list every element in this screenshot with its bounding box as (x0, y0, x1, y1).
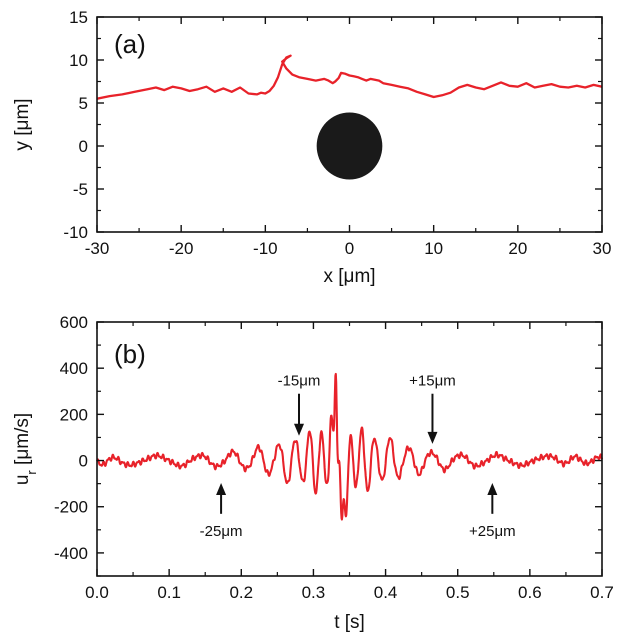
x-tick-label: 0.6 (518, 583, 542, 602)
trajectory-line (97, 54, 602, 100)
annotation-arrow (487, 483, 498, 514)
annotation-label: +25μm (469, 523, 516, 540)
y-axis-title-main: u (12, 475, 33, 486)
arrow-head (294, 423, 304, 436)
x-tick-label: -20 (169, 239, 194, 258)
y-tick-label: 15 (69, 8, 88, 27)
x-tick-label: -10 (253, 239, 278, 258)
y-tick-label: 400 (60, 359, 88, 378)
y-tick-label: -10 (63, 223, 88, 242)
annotation-arrow (294, 393, 304, 436)
panel-b: 0.0 0.1 0.2 0.3 0.4 0.5 0.6 0.7 -400 -200 0 200 400 6… (12, 313, 614, 633)
x-axis-title: t [s] (334, 612, 365, 633)
x-tick-label: 10 (424, 239, 443, 258)
x-tick-label: 0.1 (157, 583, 181, 602)
x-tick-label: 0.7 (590, 583, 614, 602)
y-axis-title: y [μm] (12, 98, 33, 150)
x-tick-label: 0.4 (374, 583, 398, 602)
annotation-arrow (216, 483, 227, 514)
y-tick-label: -5 (73, 180, 88, 199)
y-axis-title: ur [μm/s] (12, 413, 39, 485)
y-axis-title-rest: [μm/s] (12, 413, 33, 470)
annotation-label: -15μm (278, 373, 321, 390)
arrow-head (216, 483, 227, 496)
y-tick-label: -200 (54, 498, 88, 517)
y-tick-label: 0 (79, 452, 88, 471)
y-tick-label: 5 (79, 94, 88, 113)
y-axis-title-sub: r (24, 470, 39, 475)
arrow-head (487, 483, 498, 496)
panel-label-b: (b) (114, 339, 146, 369)
annotation-arrow (427, 393, 438, 444)
x-axis-title: x [μm] (323, 266, 375, 287)
arrow-head (427, 431, 438, 444)
y-tick-label: -400 (54, 544, 88, 563)
velocity-line (95, 372, 604, 521)
annotation-label: +15μm (409, 373, 456, 390)
y-tick-label: 10 (69, 51, 88, 70)
x-tick-label: -30 (85, 239, 110, 258)
x-tick-label: 0.3 (302, 583, 326, 602)
x-tick-label: 0.5 (446, 583, 470, 602)
annotation-label: -25μm (200, 523, 243, 540)
x-tick-label: 20 (508, 239, 527, 258)
y-tick-label: 200 (60, 405, 88, 424)
particle-disk (316, 112, 383, 180)
x-tick-label: 0.0 (85, 583, 109, 602)
y-tick-label: 0 (79, 137, 88, 156)
x-tick-label: 0 (345, 239, 354, 258)
x-tick-label: 30 (593, 239, 612, 258)
panel-a: -30 -20 -10 0 10 20 30 -10 -5 0 5 10 15 (a) x [μm] y [μ… (12, 8, 611, 287)
x-tick-label: 0.2 (229, 583, 253, 602)
panel-label-a: (a) (114, 29, 146, 59)
y-tick-label: 600 (60, 313, 88, 332)
